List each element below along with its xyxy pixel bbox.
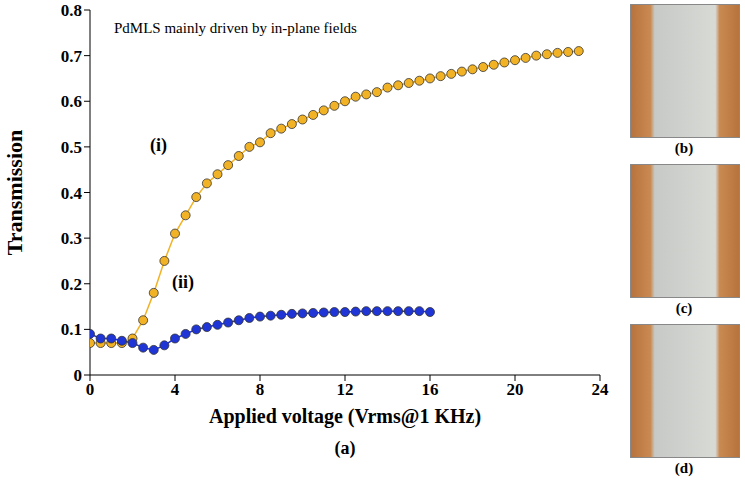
svg-text:0.8: 0.8: [61, 1, 82, 20]
svg-text:24: 24: [592, 380, 610, 399]
svg-text:0.4: 0.4: [61, 184, 83, 203]
svg-text:4: 4: [171, 380, 180, 399]
svg-text:20: 20: [507, 380, 524, 399]
svg-text:0.6: 0.6: [61, 92, 82, 111]
html-text:PdMLS mainly driven by in-plan: PdMLS mainly driven by in-plane fields: [114, 20, 357, 36]
html-text:(ii): (ii): [172, 272, 194, 292]
html-text:(i): (i): [150, 135, 167, 155]
svg-text:0: 0: [74, 366, 83, 385]
svg-text:0: 0: [86, 380, 95, 399]
svg-text:0.2: 0.2: [61, 275, 82, 294]
svg-text:0.3: 0.3: [61, 229, 82, 248]
svg-text:Applied voltage (Vrms@1 KHz): Applied voltage (Vrms@1 KHz): [209, 405, 481, 428]
svg-text:0.5: 0.5: [61, 138, 82, 157]
svg-text:12: 12: [337, 380, 354, 399]
svg-text:0.7: 0.7: [61, 47, 83, 66]
svg-text:16: 16: [422, 380, 439, 399]
html-text:(c): (c): [675, 300, 693, 316]
svg-text:8: 8: [256, 380, 265, 399]
html-text:(a): (a): [334, 438, 356, 458]
svg-text:0.1: 0.1: [61, 320, 82, 339]
svg-text:Transmission: Transmission: [2, 130, 27, 256]
html-text:(b): (b): [674, 140, 694, 156]
html-text:(d): (d): [674, 460, 694, 476]
